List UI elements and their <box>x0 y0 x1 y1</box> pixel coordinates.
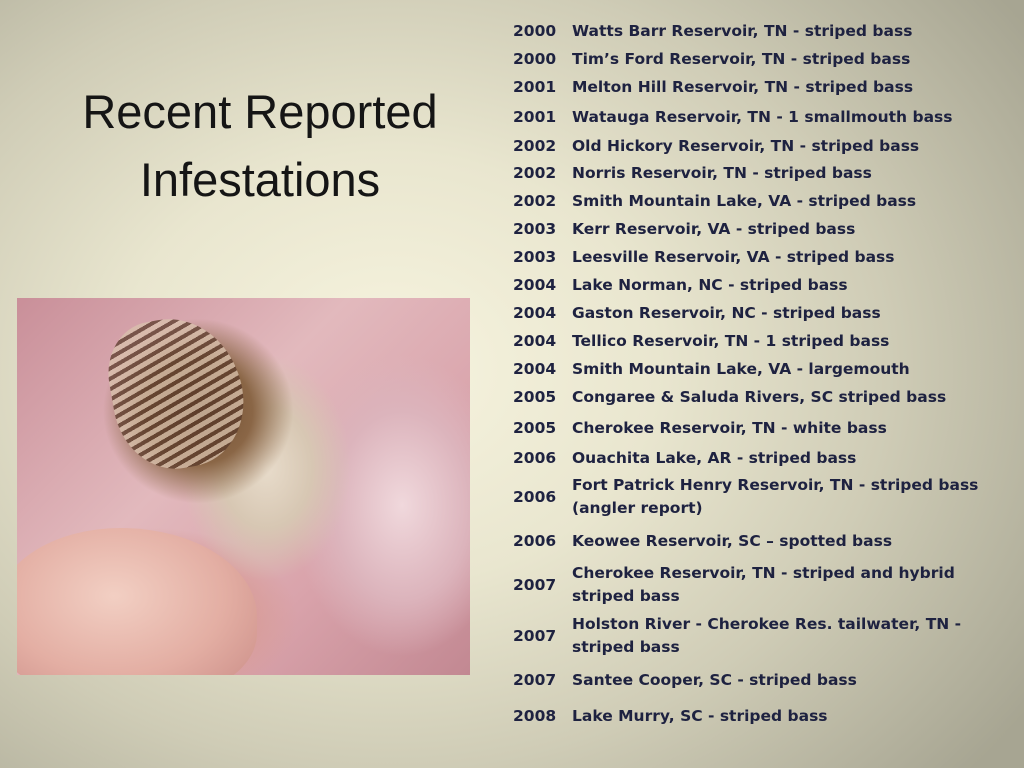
report-year: 2004 <box>513 359 557 378</box>
report-description: Congaree & Saluda Rivers, SC striped bas… <box>572 387 947 406</box>
report-row: 2001 Melton Hill Reservoir, TN - striped … <box>513 76 1013 99</box>
report-year: 2005 <box>513 387 557 406</box>
report-description: Santee Cooper, SC - striped bass <box>572 670 857 689</box>
report-year: 2006 <box>513 487 557 506</box>
report-description: Leesville Reservoir, VA - striped bass <box>572 247 895 266</box>
report-description: Melton Hill Reservoir, TN - striped bass <box>572 77 914 96</box>
report-row: 2005 Cherokee Reservoir, TN - white bass <box>513 417 1013 440</box>
report-year: 2008 <box>513 706 557 725</box>
report-description: Lake Norman, NC - striped bass <box>572 275 848 294</box>
report-year: 2006 <box>513 448 557 467</box>
report-description: Watts Barr Reservoir, TN - striped bass <box>572 21 913 40</box>
report-description: Smith Mountain Lake, VA - striped bass <box>572 191 917 210</box>
report-row: 2003 Kerr Reservoir, VA - striped bass <box>513 218 1013 241</box>
report-year: 2000 <box>513 49 557 68</box>
report-row: 2006 Ouachita Lake, AR - striped bass <box>513 447 1013 470</box>
report-row: 2007 Santee Cooper, SC - striped bass <box>513 669 1013 692</box>
report-row: 2005 Congaree & Saluda Rivers, SC striped… <box>513 386 1013 409</box>
report-description: Norris Reservoir, TN - striped bass <box>572 163 872 182</box>
report-year: 2007 <box>513 626 557 645</box>
report-row: 2002 Norris Reservoir, TN - striped bass <box>513 162 1013 185</box>
report-year: 2004 <box>513 275 557 294</box>
title-line-2: Infestations <box>139 153 381 206</box>
report-row: 2007 Holston River - Cherokee Res. tailwa… <box>513 613 1013 659</box>
report-year: 2001 <box>513 77 557 96</box>
thumb <box>17 528 257 675</box>
report-description: Lake Murry, SC - striped bass <box>572 706 828 725</box>
report-row: 2000 Tim’s Ford Reservoir, TN - striped b… <box>513 48 1013 71</box>
report-year: 2006 <box>513 531 557 550</box>
report-row: 2004 Tellico Reservoir, TN - 1 striped ba… <box>513 330 1013 353</box>
report-description: Tellico Reservoir, TN - 1 striped bass <box>572 331 890 350</box>
report-description: Fort Patrick Henry Reservoir, TN - strip… <box>572 476 979 517</box>
slide-title: Recent Reported Infestations <box>20 78 500 214</box>
report-row: 2003 Leesville Reservoir, VA - striped ba… <box>513 246 1013 269</box>
report-year: 2004 <box>513 303 557 322</box>
report-description: Gaston Reservoir, NC - striped bass <box>572 303 881 322</box>
report-description: Kerr Reservoir, VA - striped bass <box>572 219 856 238</box>
report-row: 2006 Fort Patrick Henry Reservoir, TN - s… <box>513 474 1013 520</box>
report-description: Old Hickory Reservoir, TN - striped bass <box>572 136 920 155</box>
report-description: Smith Mountain Lake, VA - largemouth <box>572 359 910 378</box>
report-year: 2002 <box>513 191 557 210</box>
report-year: 2002 <box>513 136 557 155</box>
report-year: 2001 <box>513 107 557 126</box>
report-year: 2003 <box>513 219 557 238</box>
report-row: 2008 Lake Murry, SC - striped bass <box>513 705 1013 728</box>
report-row: 2004 Lake Norman, NC - striped bass <box>513 274 1013 297</box>
report-description: Tim’s Ford Reservoir, TN - striped bass <box>572 49 911 68</box>
report-description: Watauga Reservoir, TN - 1 smallmouth bas… <box>572 107 953 126</box>
report-year: 2005 <box>513 418 557 437</box>
report-description: Cherokee Reservoir, TN - striped and hyb… <box>572 564 955 605</box>
fish-mouth-photo <box>17 298 470 675</box>
report-year: 2003 <box>513 247 557 266</box>
report-year: 2002 <box>513 163 557 182</box>
report-row: 2006 Keowee Reservoir, SC – spotted bass <box>513 530 1013 553</box>
report-row: 2000 Watts Barr Reservoir, TN - striped b… <box>513 20 1013 43</box>
gill-arches <box>99 307 255 479</box>
report-row: 2002 Old Hickory Reservoir, TN - striped … <box>513 135 1013 158</box>
report-row: 2004 Smith Mountain Lake, VA - largemouth <box>513 358 1013 381</box>
report-year: 2007 <box>513 670 557 689</box>
report-description: Cherokee Reservoir, TN - white bass <box>572 418 887 437</box>
title-line-1: Recent Reported <box>82 85 438 138</box>
report-description: Keowee Reservoir, SC – spotted bass <box>572 531 893 550</box>
report-row: 2004 Gaston Reservoir, NC - striped bass <box>513 302 1013 325</box>
report-description: Ouachita Lake, AR - striped bass <box>572 448 857 467</box>
report-year: 2004 <box>513 331 557 350</box>
report-row: 2007 Cherokee Reservoir, TN - striped and… <box>513 562 1013 608</box>
report-year: 2000 <box>513 21 557 40</box>
report-year: 2007 <box>513 575 557 594</box>
report-row: 2002 Smith Mountain Lake, VA - striped ba… <box>513 190 1013 213</box>
report-row: 2001 Watauga Reservoir, TN - 1 smallmouth… <box>513 106 1013 129</box>
report-description: Holston River - Cherokee Res. tailwater,… <box>572 615 962 656</box>
